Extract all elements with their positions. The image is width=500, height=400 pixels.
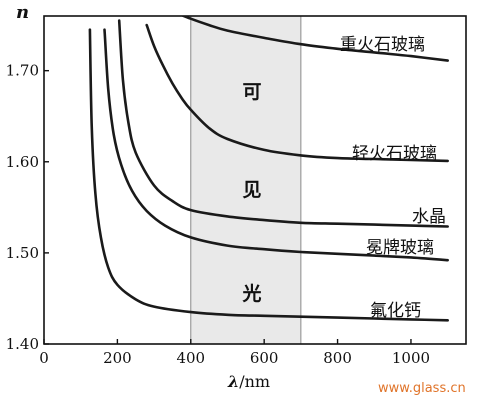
visible-light-char: 可 <box>242 81 261 103</box>
x-tick-label: 400 <box>176 349 205 367</box>
x-axis-label: λ/nm <box>227 372 270 391</box>
curve-series-5 <box>88 28 449 322</box>
y-tick-label: 1.60 <box>6 153 39 171</box>
curve-series-2 <box>145 23 449 163</box>
y-axis-label: n <box>16 2 29 23</box>
series-label-1: 重火石玻璃 <box>340 35 425 55</box>
visible-light-char: 见 <box>242 179 261 201</box>
curve-series-1 <box>180 16 449 62</box>
series-label-4: 冕牌玻璃 <box>366 238 434 258</box>
x-tick-label: 800 <box>323 349 352 367</box>
series-label-5: 氟化钙 <box>370 301 421 321</box>
curve-series-4 <box>103 28 449 262</box>
y-tick-label: 1.40 <box>6 335 39 353</box>
curve-series-3 <box>117 19 449 228</box>
y-axis-ticks: 1.40 1.50 1.60 1.70 <box>6 62 49 353</box>
x-axis-ticks: 0 200 400 600 800 1000 <box>39 339 430 367</box>
plot-frame <box>43 15 467 345</box>
y-tick-label: 1.70 <box>6 62 39 80</box>
series-label-3: 水晶 <box>412 207 446 227</box>
x-tick-label: 0 <box>39 349 49 367</box>
watermark: www.glass.cn <box>378 381 466 396</box>
x-tick-label: 600 <box>250 349 279 367</box>
series-label-2: 轻火石玻璃 <box>352 144 437 164</box>
x-axis-symbol: λ <box>227 372 239 391</box>
visible-light-band <box>190 15 302 345</box>
curves <box>88 16 449 322</box>
x-tick-label: 1000 <box>392 349 430 367</box>
y-tick-label: 1.50 <box>6 244 39 262</box>
x-tick-label: 200 <box>103 349 132 367</box>
x-axis-unit: /nm <box>239 372 270 391</box>
visible-light-char: 光 <box>241 282 261 305</box>
visible-light-label: 可见光 <box>241 81 261 305</box>
